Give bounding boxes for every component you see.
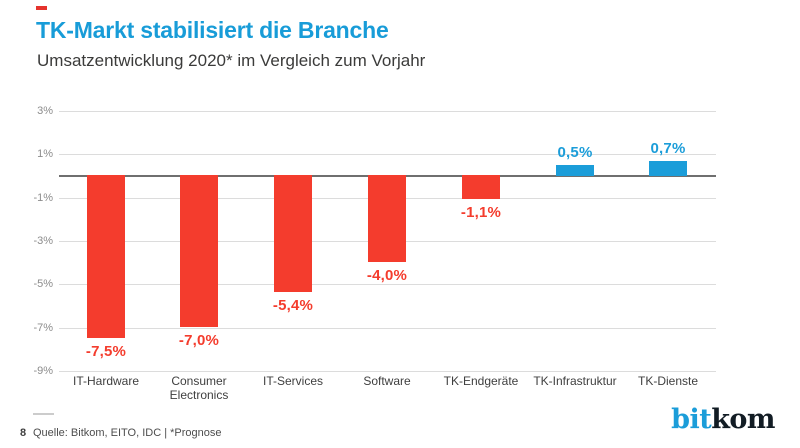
ytick-label-3%: 3% (37, 105, 53, 117)
brand-accent-dash (36, 6, 47, 10)
value-label-consumer-electronics: -7,0% (178, 332, 220, 349)
ytick-label--1%: -1% (33, 192, 53, 204)
value-label-tk-endger-te: -1,1% (460, 204, 502, 221)
ytick-label--5%: -5% (33, 278, 53, 290)
ytick-label-1%: 1% (37, 148, 53, 160)
value-label-it-services: -5,4% (272, 297, 314, 314)
category-label-it-hardware: IT-Hardware (72, 374, 140, 388)
bitkom-logo: bitkom (671, 405, 775, 435)
gridline--7% (59, 328, 716, 329)
bar-tk-dienste (649, 161, 687, 176)
category-label-tk-dienste: TK-Dienste (637, 374, 699, 388)
bar-software (368, 175, 406, 262)
value-label-software: -4,0% (366, 267, 408, 284)
ytick-label--3%: -3% (33, 235, 53, 247)
gridline-1% (59, 154, 716, 155)
value-label-tk-infrastruktur: 0,5% (557, 144, 593, 161)
ytick-label--9%: -9% (33, 365, 53, 377)
page-subtitle: Umsatzentwicklung 2020* im Vergleich zum… (37, 51, 426, 70)
bar-consumer-electronics (180, 175, 218, 327)
value-label-tk-dienste: 0,7% (650, 140, 686, 157)
source-note: Quelle: Bitkom, EITO, IDC | *Prognose (33, 427, 222, 439)
gridline-3% (59, 111, 716, 112)
page-number: 8 (20, 427, 27, 439)
category-label-software: Software (363, 374, 411, 388)
category-label-it-services: IT-Services (262, 374, 323, 388)
bar-chart: 3% 1% -1% -3% -5% -7% -9% -7,5% IT-Hardware -7,0%… (0, 95, 800, 402)
footer-divider (33, 413, 54, 415)
bitkom-logo-kom: kom (711, 404, 775, 435)
gridline--5% (59, 284, 716, 285)
category-label-consumer-electronics: Consumer Electronics (169, 374, 229, 402)
bar-it-services (274, 175, 312, 292)
bar-tk-infrastruktur (556, 165, 594, 176)
category-label-tk-infrastruktur: TK-Infrastruktur (533, 374, 617, 388)
bitkom-logo-bit: bit (671, 404, 712, 435)
page-title: TK-Markt stabilisiert die Branche (36, 17, 389, 43)
bar-it-hardware (87, 175, 125, 338)
gridline--9% (59, 371, 716, 372)
category-label-tk-endger-te: TK-Endgeräte (443, 374, 519, 388)
value-label-it-hardware: -7,5% (85, 343, 127, 360)
bar-tk-endger-te (462, 175, 500, 199)
ytick-label--7%: -7% (33, 322, 53, 334)
